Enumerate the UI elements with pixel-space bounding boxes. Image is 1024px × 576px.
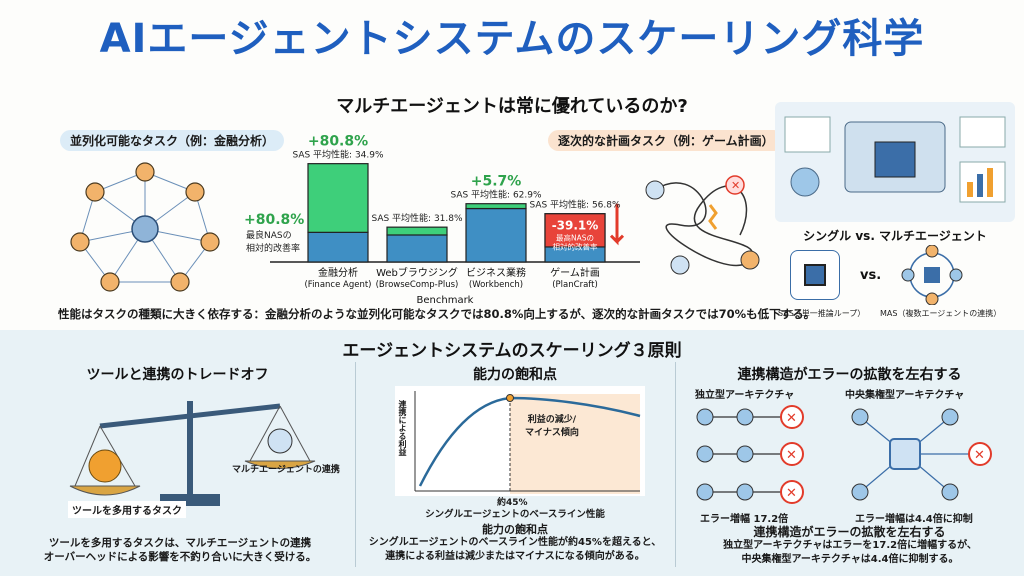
- category-label: 金融分析: [318, 266, 358, 279]
- sas-label: SAS 平均性能: 34.9%: [292, 149, 384, 161]
- saturation-curve-chart: [395, 386, 645, 496]
- saturation-xlabel: シングルエージェントのベースライン性能: [425, 509, 605, 520]
- agent-node: [70, 232, 90, 252]
- agent-node: [740, 250, 760, 270]
- svg-text:✕: ✕: [974, 448, 985, 463]
- top-summary: 性能はタスクの種類に大きく依存する：金融分析のような並列化可能なタスクでは80.…: [58, 307, 816, 321]
- agent-node: [645, 180, 665, 200]
- category-label: Webブラウジング: [376, 266, 458, 279]
- centralized-arch-label: 中央集権型アーキテクチャ: [845, 390, 965, 401]
- sas-label: SAS 平均性能: 62.9%: [450, 189, 542, 201]
- saturation-xmark: 約45%: [497, 498, 528, 508]
- sas-bar: [307, 231, 369, 263]
- category-label: (Finance Agent): [304, 280, 371, 290]
- saturation-ylabel: 連携による利益: [398, 400, 407, 456]
- lightning-icon: [708, 204, 718, 230]
- sequential-tangle-illustration: ✕: [645, 175, 760, 275]
- neg-label: 相対的改善率: [553, 242, 598, 252]
- decline-bar: [544, 213, 606, 248]
- improvement-bar: [307, 163, 369, 233]
- sas-caption: SAS（単一推論ループ）: [778, 309, 866, 318]
- divider: [355, 362, 356, 567]
- centralized-arch-diagram: ✕: [851, 408, 992, 501]
- independent-error-label: エラー増幅 17.2倍: [700, 514, 789, 525]
- page-title: AIエージェントシステムのスケーリング科学: [99, 16, 925, 62]
- computer-illustration: [775, 102, 1015, 222]
- saturation-title: 能力の飽和点: [473, 367, 557, 383]
- improvement-label: +80.8%: [308, 134, 368, 150]
- sequential-task-label: 逐次的な計画タスク（例：ゲーム計画）: [548, 130, 784, 151]
- bottom-section: エージェントシステムのスケーリング３原則 ツールと連携のトレードオフ ツールを多…: [0, 330, 1024, 576]
- single-vs-multi-title: シングル vs. マルチエージェント: [803, 229, 987, 243]
- tradeoff-caption: ツールを多用するタスクは、マルチエージェントの連携 オーバーヘッドによる影響を不…: [43, 537, 317, 563]
- top-heading: マルチエージェントは常に優れているのか?: [336, 96, 688, 117]
- saturation-caption: シングルエージェントのベースライン性能が約45%を超えると、 連携による利益は減…: [368, 537, 662, 562]
- agent-node: [85, 182, 105, 202]
- category-label: (PlanCraft): [552, 280, 598, 290]
- sas-bar: [465, 207, 527, 263]
- robot-icon: [267, 428, 293, 454]
- agent-node: [135, 162, 155, 182]
- divider: [675, 362, 676, 567]
- cpu-icon: [804, 264, 826, 286]
- improvement-label: +5.7%: [471, 174, 522, 190]
- tool-heavy-tag: ツールを多用するタスク: [68, 501, 186, 518]
- principles-heading: エージェントシステムのスケーリング３原則: [342, 341, 682, 361]
- category-label: ゲーム計画: [550, 266, 600, 279]
- hub-node: [131, 215, 159, 243]
- improvement-bar: [465, 203, 527, 210]
- category-label: (Workbench): [469, 280, 523, 290]
- agent-node: [170, 272, 190, 292]
- error-caption-title: 連携構造がエラーの拡散を左右する: [753, 525, 946, 539]
- category-label: (BrowseComp-Plus): [376, 280, 459, 290]
- agent-node: [670, 255, 690, 275]
- saturation-annotation: 利益の減少/ マイナス傾向: [525, 415, 579, 438]
- svg-text:✕: ✕: [731, 179, 740, 192]
- sas-bar: [386, 234, 448, 263]
- saturation-caption-title: 能力の飽和点: [482, 523, 548, 536]
- benchmark-bar-chart: SAS 平均性能: 34.9%+80.8% 金融分析(Finance Agent)…: [270, 134, 640, 306]
- mas-caption: MAS（複数エージェントの連携）: [880, 309, 1002, 318]
- improvement-label: -39.1%: [552, 219, 599, 233]
- agent-node: [100, 272, 120, 292]
- balance-scale-illustration: [69, 401, 316, 506]
- mas-diagram: [901, 245, 963, 305]
- tradeoff-title: ツールと連携のトレードオフ: [86, 367, 269, 383]
- down-arrow-icon: [609, 203, 625, 246]
- agent-node: [185, 182, 205, 202]
- best-nas-label: 最良NASの 相対的改善率: [246, 231, 301, 254]
- multi-agent-tag: マルチエージェントの連携: [232, 465, 340, 475]
- sas-label: SAS 平均性能: 56.8%: [529, 199, 621, 211]
- sas-label: SAS 平均性能: 31.8%: [371, 212, 463, 224]
- top-section: マルチエージェントは常に優れているのか? 並列化可能なタスク（例：金融分析） 逐…: [0, 70, 1024, 330]
- agent-node: [200, 232, 220, 252]
- svg-text:✕: ✕: [786, 448, 797, 463]
- parallel-task-label: 並列化可能なタスク（例：金融分析）: [60, 130, 285, 151]
- svg-text:✕: ✕: [786, 411, 797, 426]
- svg-text:✕: ✕: [786, 486, 797, 501]
- error-icon: [725, 175, 745, 195]
- neg-label: 最高NASの: [556, 233, 594, 243]
- parallel-network-illustration: [70, 162, 220, 292]
- category-label: ビジネス業務: [466, 266, 526, 279]
- sas-diagram: [790, 250, 840, 300]
- independent-arch-label: 独立型アーキテクチャ: [695, 390, 795, 401]
- error-propagation-title: 連携構造がエラーの拡散を左右する: [737, 367, 962, 383]
- improvement-bar: [386, 226, 448, 236]
- chart-xlabel: Benchmark: [417, 295, 474, 306]
- vs-label: vs.: [860, 268, 882, 283]
- centralized-error-label: エラー増幅は4.4倍に抑制: [855, 514, 973, 525]
- gear-icon: [88, 449, 122, 483]
- best-nas-pct: +80.8%: [244, 212, 305, 228]
- independent-arch-diagram: ✕ ✕ ✕: [696, 405, 804, 504]
- error-caption: 独立型アーキテクチャはエラーを17.2倍に増幅するが、 中央集権型アーキテクチャ…: [723, 540, 977, 565]
